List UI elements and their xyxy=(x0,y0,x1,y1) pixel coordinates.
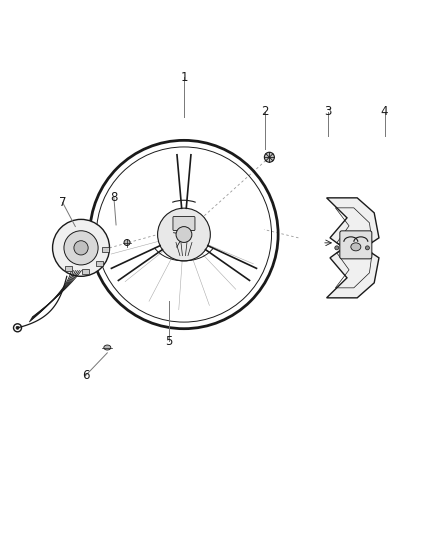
Text: 5: 5 xyxy=(165,335,172,348)
FancyBboxPatch shape xyxy=(340,231,372,259)
Text: 3: 3 xyxy=(324,106,331,118)
FancyBboxPatch shape xyxy=(82,269,89,274)
Text: 1: 1 xyxy=(180,71,188,84)
Ellipse shape xyxy=(124,239,130,246)
Text: 7: 7 xyxy=(59,196,67,209)
FancyBboxPatch shape xyxy=(173,216,195,230)
Ellipse shape xyxy=(158,208,210,261)
Polygon shape xyxy=(327,198,379,298)
Text: 4: 4 xyxy=(381,106,389,118)
Text: 2: 2 xyxy=(261,106,269,118)
Ellipse shape xyxy=(351,243,361,251)
Ellipse shape xyxy=(365,246,369,250)
Text: 8: 8 xyxy=(110,191,117,204)
Ellipse shape xyxy=(265,152,274,162)
FancyBboxPatch shape xyxy=(96,261,103,266)
Text: 6: 6 xyxy=(81,369,89,382)
FancyBboxPatch shape xyxy=(102,247,109,253)
Ellipse shape xyxy=(16,326,19,329)
Ellipse shape xyxy=(176,227,192,243)
Ellipse shape xyxy=(335,246,339,250)
Ellipse shape xyxy=(53,220,110,276)
Ellipse shape xyxy=(64,231,98,265)
Ellipse shape xyxy=(74,241,88,255)
FancyBboxPatch shape xyxy=(65,266,72,271)
Ellipse shape xyxy=(104,345,111,350)
